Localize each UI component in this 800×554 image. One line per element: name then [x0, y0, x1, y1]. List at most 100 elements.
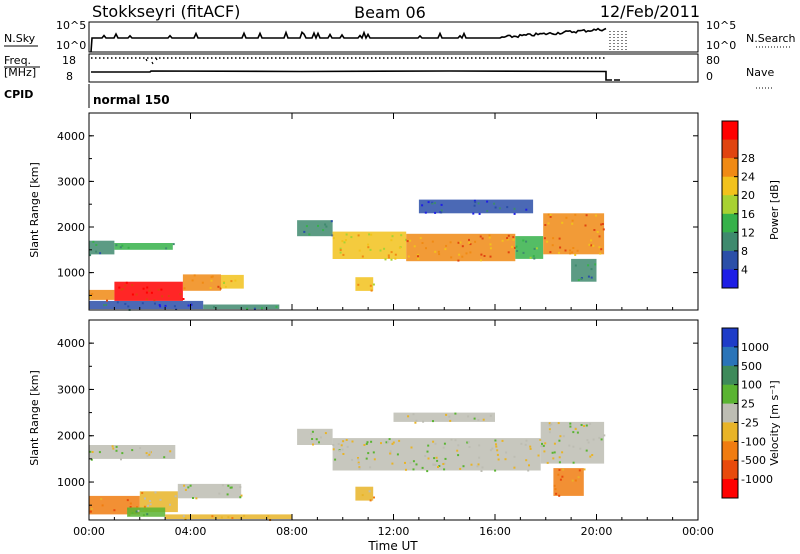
velocity-speck [312, 443, 314, 446]
velocity-region-1 [139, 491, 178, 513]
power-speck [95, 250, 98, 253]
velocity-speck [583, 425, 586, 427]
velocity-speck [520, 442, 523, 445]
velocity-speck [387, 441, 390, 444]
power-speck [122, 288, 125, 290]
velocity-speck [561, 451, 564, 454]
power-speck [210, 279, 213, 282]
power-speck [564, 249, 567, 252]
velocity-speck [357, 461, 360, 464]
station-title: Stokkseyri (fitACF) [92, 2, 240, 21]
power-region-10 [406, 233, 516, 262]
velocity-speck [544, 442, 547, 445]
velocity-speck [318, 441, 320, 444]
power-speck [458, 253, 461, 256]
power-colorbar-tick-label: 12 [741, 226, 755, 239]
power-speck [590, 239, 593, 242]
power-ytick-label: 4000 [57, 130, 85, 143]
velocity-speck [310, 433, 313, 435]
power-speck [588, 243, 591, 246]
power-region-11 [515, 236, 544, 259]
velocity-ytick-label: 4000 [57, 337, 85, 350]
power-speck [438, 253, 441, 256]
velocity-speck [370, 440, 373, 443]
velocity-region-8 [540, 421, 605, 464]
power-speck [339, 251, 342, 254]
power-speck [565, 216, 568, 219]
power-speck [434, 211, 437, 214]
power-speck [473, 204, 476, 207]
power-speck [600, 248, 603, 251]
power-speck [165, 247, 168, 250]
power-colorbar-segment [722, 121, 738, 141]
velocity-colorbar-segment [722, 328, 738, 348]
power-speck [390, 258, 393, 261]
power-speck [405, 238, 407, 241]
velocity-speck [433, 457, 436, 460]
power-speck [488, 234, 491, 237]
power-speck [590, 244, 593, 247]
velocity-speck [101, 504, 104, 507]
power-panel: 1000 2000 3000 4000 4 8 12 16 20 24 28 [57, 112, 755, 311]
velocity-speck [368, 490, 371, 493]
power-speck [158, 304, 161, 306]
power-speck [594, 263, 597, 266]
power-speck [369, 284, 372, 287]
velocity-speck [476, 465, 479, 468]
power-colorbar-segment [722, 250, 738, 270]
velocity-speck [324, 432, 327, 435]
velocity-colorbar-tick-label: 25 [741, 398, 755, 411]
power-speck [224, 285, 227, 288]
velocity-speck [115, 445, 118, 448]
power-speck [444, 248, 447, 251]
power-speck [150, 291, 153, 294]
velocity-speck [147, 504, 149, 507]
power-speck [533, 247, 536, 250]
nsearch-label: N.Search [746, 32, 796, 45]
velocity-speck [267, 515, 270, 518]
power-speck [159, 305, 162, 308]
velocity-speck [432, 440, 435, 443]
velocity-speck [389, 452, 392, 455]
velocity-speck [495, 443, 497, 446]
time-tick-label: 00:00 [73, 525, 105, 538]
beam-title: Beam 06 [354, 3, 426, 22]
power-speck [421, 242, 424, 244]
power-speck [105, 304, 108, 306]
velocity-speck [89, 510, 92, 513]
velocity-speck [148, 453, 151, 456]
velocity-speck [146, 454, 149, 457]
power-speck [479, 235, 482, 238]
velocity-speck [437, 466, 439, 468]
power-colorbar-segment [722, 213, 738, 233]
velocity-speck [585, 449, 588, 452]
velocity-speck [478, 444, 481, 447]
power-speck [529, 256, 532, 259]
power-speck [383, 247, 386, 250]
power-speck [213, 306, 216, 308]
velocity-speck [548, 424, 551, 427]
velocity-speck [495, 445, 498, 448]
velocity-colorbar-segment [722, 422, 738, 442]
power-speck [387, 254, 390, 257]
velocity-colorbar-tick-label: -100 [741, 435, 766, 448]
power-ylabel: Slant Range [km] [28, 162, 41, 258]
velocity-speck [454, 412, 457, 415]
power-speck [472, 212, 475, 215]
power-speck [431, 202, 434, 205]
power-speck [513, 207, 516, 210]
velocity-speck [585, 424, 588, 427]
power-speck [445, 244, 448, 247]
power-speck [342, 253, 345, 256]
velocity-speck [568, 444, 571, 447]
power-colorbar-tick-label: 8 [741, 245, 748, 258]
power-speck [339, 247, 342, 250]
velocity-speck [149, 503, 152, 506]
power-speck [576, 249, 579, 252]
power-speck [577, 279, 580, 281]
velocity-speck [496, 453, 499, 456]
power-speck [370, 233, 373, 236]
power-speck [574, 213, 577, 216]
power-speck [145, 291, 148, 294]
power-speck [477, 202, 480, 205]
